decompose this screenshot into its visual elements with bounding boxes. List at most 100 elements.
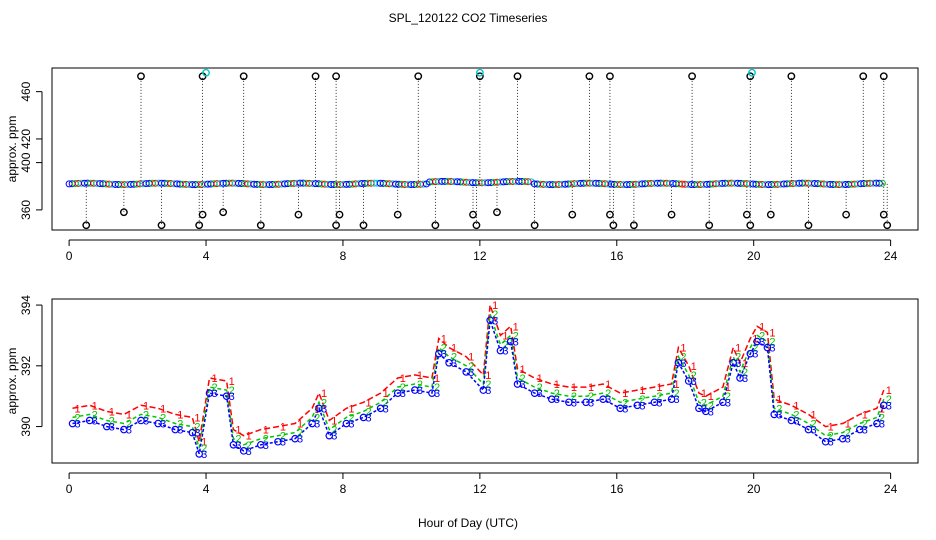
top-outlier-point [431,221,440,230]
top-outlier-point [883,221,892,230]
series-point-3 [821,437,830,446]
series-label-2: 2 [235,434,241,446]
series-point-3 [445,358,453,367]
top-baseline-point [875,179,883,187]
series-label-1: 1 [554,379,560,391]
series-label-1: 1 [674,379,680,391]
top-outlier-point [667,210,676,219]
top-outlier-point [359,221,368,230]
series-label-3: 3 [554,394,560,406]
series-label-2: 2 [109,415,115,427]
series-label-1: 1 [331,415,337,427]
series-point-3 [229,440,238,449]
series-label-1: 1 [109,406,115,418]
series-label-2: 2 [143,409,149,421]
series-label-1: 1 [365,397,371,409]
series-label-2: 2 [468,361,474,373]
series-label-1: 1 [862,409,868,421]
series-label-3: 3 [752,349,758,361]
series-label-2: 2 [513,330,519,342]
top-x-tick-label: 24 [884,249,898,263]
series-label-1: 1 [177,409,183,421]
series-label-1: 1 [537,373,543,385]
top-marks [65,68,892,230]
bottom-y-tick-label: 394 [19,295,33,315]
series-point-3 [434,349,443,358]
series-point-3 [85,416,94,425]
series-label-2: 2 [571,391,577,403]
top-outlier-point [859,72,868,81]
series-point-3 [315,404,323,413]
series-label-2: 2 [321,397,327,409]
series-label-1: 1 [502,330,508,342]
series-label-1: 1 [513,321,519,333]
series-label-1: 1 [235,425,241,437]
bottom-x-tick-label: 8 [340,482,347,496]
series-label-1: 1 [639,385,645,397]
series-label-2: 2 [605,388,611,400]
series-label-3: 3 [759,337,765,349]
series-label-2: 2 [229,385,235,397]
series-point-3 [256,440,265,449]
series-point-3 [205,389,214,397]
top-outlier-point [239,72,248,81]
top-x-tick-label: 0 [66,249,73,263]
series-point-3 [462,368,470,376]
series-label-1: 1 [725,382,731,394]
series-label-1: 1 [417,370,423,382]
series-label-1: 1 [314,403,320,415]
series-label-2: 2 [451,352,457,364]
series-point-3 [506,337,515,346]
series-point-3 [291,434,299,443]
series-label-2: 2 [417,379,423,391]
series-line-1 [72,304,885,442]
x-axis-label: Hour of Day (UTC) [418,516,518,530]
top-outlier-point [879,210,888,219]
series-label-2: 2 [708,400,714,412]
series-point-3 [684,377,693,385]
series-label-1: 1 [520,364,526,376]
series-label-3: 3 [75,419,81,431]
series-label-2: 2 [752,343,758,355]
top-outlier-point [493,208,501,217]
series-label-3: 3 [828,437,834,449]
top-outlier-point [332,72,341,81]
series-label-3: 3 [691,376,697,388]
series-label-1: 1 [229,376,235,388]
series-label-2: 2 [211,382,217,394]
series-label-1: 1 [759,321,765,333]
series-label-2: 2 [280,431,286,443]
series-label-2: 2 [701,397,707,409]
series-label-1: 1 [451,343,457,355]
top-outlier-point [688,72,696,81]
series-label-3: 3 [537,388,543,400]
top-outlier-point [606,72,614,81]
series-label-3: 3 [520,379,526,391]
series-point-3 [650,398,659,407]
series-label-3: 3 [211,388,217,400]
series-label-2: 2 [886,394,892,406]
series-label-3: 3 [263,440,269,452]
series-label-2: 2 [246,440,252,452]
series-label-2: 2 [400,382,406,394]
series-label-1: 1 [348,403,354,415]
series-label-1: 1 [297,419,303,431]
series-point-3 [736,374,744,382]
top-x-tick-label: 8 [340,249,347,263]
top-outlier-point [335,210,344,219]
series-point-3 [137,416,145,425]
series-point-3 [171,425,180,434]
series-label-3: 3 [769,343,775,355]
series-point-3 [770,410,779,419]
series-label-1: 1 [160,403,166,415]
top-outlier-point [195,221,204,230]
series-label-3: 3 [656,397,662,409]
top-cyan-point [202,68,210,77]
top-panel: approx. ppm 0 4 8 12 16 20 24 360 400 420 460 [5,67,919,263]
series-label-2: 2 [126,419,132,431]
bottom-y-tick-label: 390 [19,416,33,436]
series-point-3 [787,416,796,425]
bottom-x-tick-label: 0 [66,482,73,496]
top-y-tick-label: 460 [19,81,33,101]
